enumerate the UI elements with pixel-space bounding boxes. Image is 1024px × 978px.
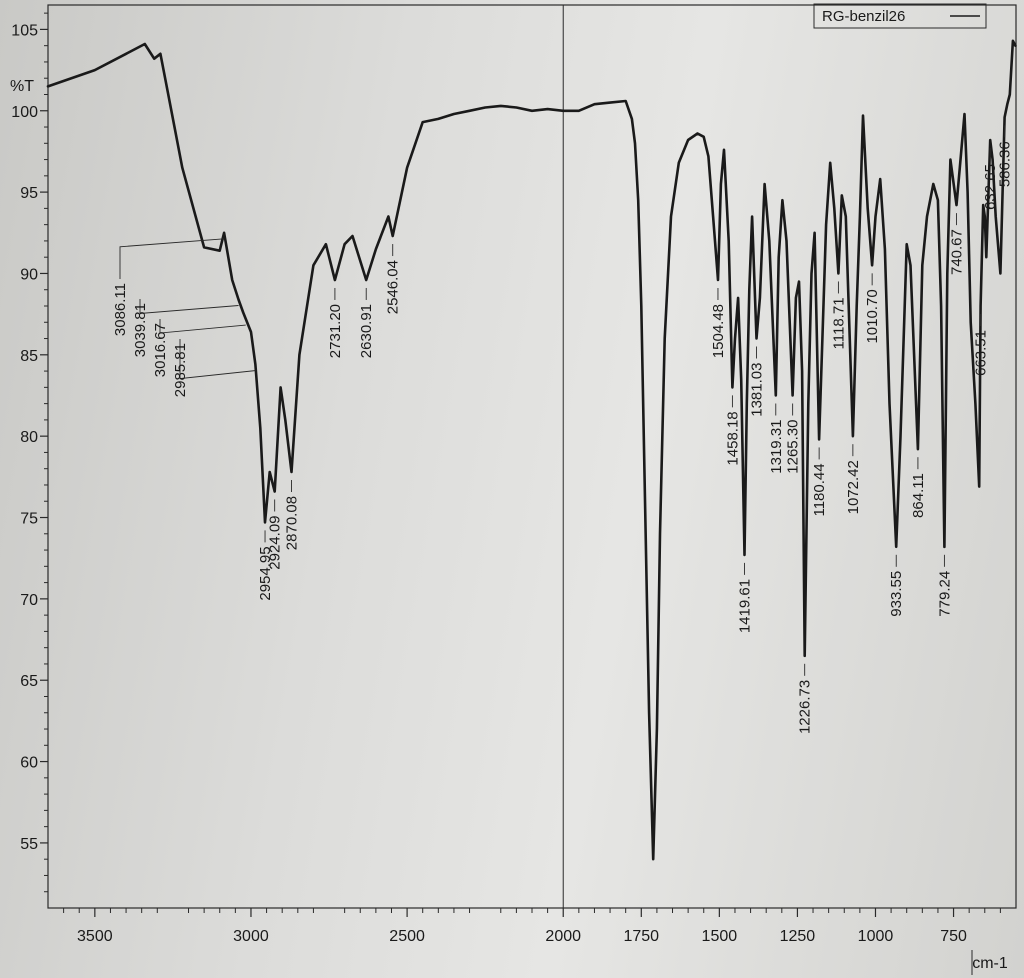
- peak-label: 2546.04: [385, 260, 402, 314]
- y-tick-label: 100: [11, 104, 38, 121]
- y-tick-label: 75: [20, 511, 38, 528]
- peak-label: 2630.91: [358, 304, 375, 358]
- peak-label: 1381.03: [749, 363, 766, 417]
- plot-frame: [47, 4, 1017, 909]
- peak-leader-line: [139, 299, 239, 314]
- y-tick-label: 60: [20, 755, 38, 772]
- peak-label: 1226.73: [797, 680, 814, 734]
- peak-label: 3039.81: [132, 303, 149, 357]
- peak-label: 1458.18: [724, 411, 741, 465]
- marks-layer: [46, 39, 1017, 861]
- axes-layer: 3500 3000 2500 2000 1750 1500 1250 1000 750 55 60 6…: [10, 4, 1017, 975]
- peak-label: 632.65: [982, 164, 999, 210]
- peak-label: 1072.42: [845, 460, 862, 514]
- peak-label: 1118.71: [830, 297, 847, 349]
- y-tick-label: 105: [11, 22, 38, 39]
- peak-label: 1504.48: [710, 304, 727, 358]
- x-tick-label: 3000: [233, 928, 269, 945]
- peak-labels-layer: 3086.11 3039.81 3016.67 2985.81 2954.952924.…: [112, 125, 1014, 734]
- x-tick-label: 2500: [389, 928, 425, 945]
- y-tick-label: 85: [20, 348, 38, 365]
- peak-label: 2985.81: [172, 343, 189, 397]
- x-tick-label: 1750: [623, 928, 659, 945]
- peak-label: 2954.95: [257, 546, 274, 600]
- y-tick-label: 65: [20, 673, 38, 690]
- y-tick-label: 90: [20, 266, 38, 283]
- peak-label: 3016.67: [152, 323, 169, 377]
- peak-label: 1419.61: [736, 579, 753, 633]
- peak-label: 1180.44: [811, 463, 828, 516]
- x-tick-label: 2000: [545, 928, 581, 945]
- peak-label: 1010.70: [864, 289, 881, 343]
- peak-leader-line: [179, 339, 256, 380]
- x-tick-label: 3500: [77, 928, 113, 945]
- peak-label: 3086.11: [112, 283, 129, 336]
- legend-layer: RG-benzil26: [813, 3, 987, 29]
- peak-leader-line: [119, 238, 225, 279]
- y-tick-label: 95: [20, 185, 38, 202]
- peak-label: 779.24: [936, 571, 953, 617]
- peak-leader-line: [159, 319, 246, 334]
- peak-label: 864.11: [910, 473, 927, 518]
- peak-label: 2731.20: [327, 304, 344, 358]
- x-axis-label: cm-1: [972, 955, 1008, 972]
- spectrum-line-rg-benzil26: [46, 39, 1017, 861]
- x-tick-label: 1500: [702, 928, 738, 945]
- y-tick-label: 70: [20, 592, 38, 609]
- y-tick-label: 55: [20, 836, 38, 853]
- x-tick-label: 1250: [780, 928, 816, 945]
- peak-label: 1265.30: [785, 419, 802, 473]
- peak-label: 663.51: [973, 330, 990, 376]
- peak-label: 2924.09: [267, 515, 284, 569]
- x-tick-label: 1000: [858, 928, 894, 945]
- peak-label: 740.67: [948, 229, 965, 275]
- peak-label: 586.36: [997, 141, 1014, 187]
- legend-label: RG-benzil26: [822, 8, 905, 25]
- peak-label: 2870.08: [284, 496, 301, 550]
- peak-label: 1319.31: [768, 419, 785, 473]
- y-tick-label: 80: [20, 429, 38, 446]
- peak-label: 933.55: [888, 571, 905, 617]
- legend-box: [813, 3, 987, 29]
- y-axis-label: %T: [10, 78, 34, 95]
- x-tick-label: 750: [940, 928, 967, 945]
